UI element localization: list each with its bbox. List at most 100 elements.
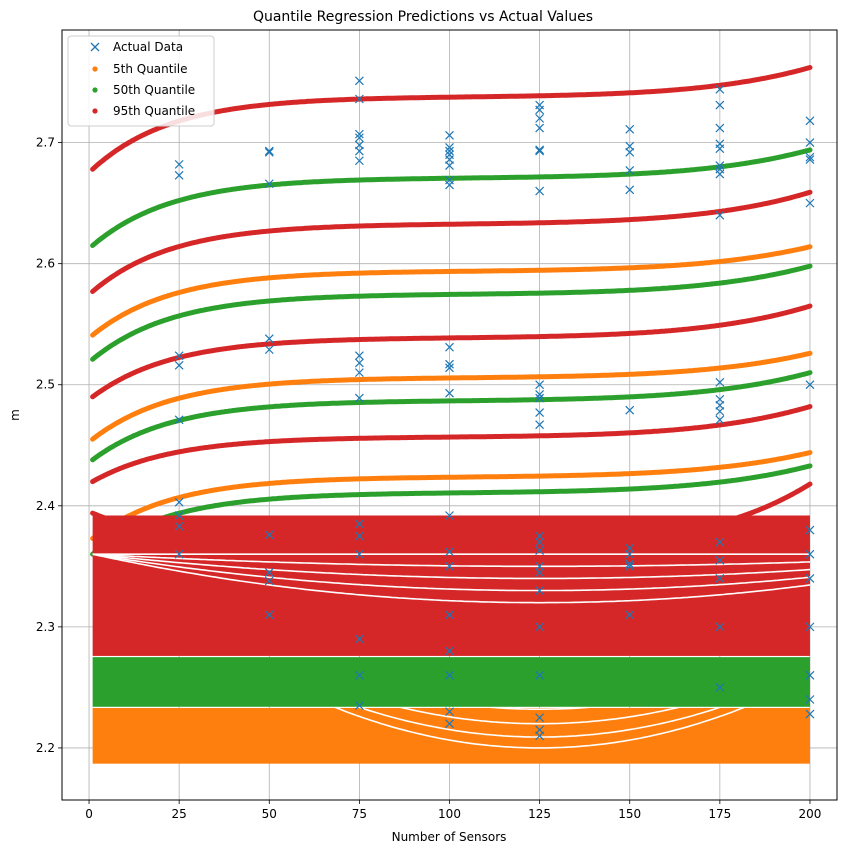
bowl-curve [92,553,811,580]
x-tick-label: 100 [438,807,461,821]
q95-band [90,404,813,485]
actual-data-point [174,170,184,180]
actual-data-point [535,586,545,595]
actual-data-point [174,360,184,370]
quantile-curve [90,481,813,550]
q50-band [90,370,813,463]
q05-band [90,244,813,338]
actual-data-point [805,622,815,632]
actual-data-point [535,113,545,123]
actual-data-point [445,342,454,352]
actual-data-point [354,76,364,86]
actual-data-point [715,682,725,692]
actual-data-point [805,198,815,208]
x-tick-label: 200 [799,807,822,821]
actual-data-point [805,152,815,162]
chart-title: Quantile Regression Predictions vs Actua… [253,9,593,25]
actual-data-point [354,519,364,529]
actual-data-point [715,144,725,154]
actual-data-point [805,695,815,704]
actual-data-point [535,146,545,156]
actual-data-point [445,359,454,369]
legend-label: 5th Quantile [113,62,188,76]
actual-data-point [715,537,725,547]
dense-prediction-region [92,657,810,707]
actual-data-point [354,549,364,559]
actual-data-point [354,133,364,143]
actual-data-point [715,555,725,565]
actual-data-point [535,567,545,577]
quantile-curve [90,244,813,338]
actual-data-point [445,511,454,520]
q50-band [90,263,813,362]
actual-data-point [354,531,364,541]
y-axis-label: m [8,409,22,421]
actual-data-point [715,123,725,133]
actual-data-point [264,610,274,620]
legend-marker-dot-icon [92,108,98,114]
legend-label: 50th Quantile [113,83,195,97]
q05-band [90,450,813,541]
actual-data-point [354,351,364,361]
legend-marker-dot-icon [92,66,98,72]
actual-data-point [264,334,274,344]
actual-data-point [715,574,725,583]
actual-data-point [535,105,545,115]
actual-data-point [445,547,454,557]
x-tick-label: 175 [708,807,731,821]
legend-box [67,35,215,127]
actual-data-point [445,143,454,152]
actual-data-point [354,634,364,644]
actual-data-point [535,186,545,196]
quantile-curve [90,450,813,541]
actual-data-point [535,713,545,723]
actual-data-point [264,179,274,189]
actual-data-point [445,363,454,373]
actual-data-point [625,559,635,569]
x-axis-ticks: 0 25 50 75 100 125 150 175 200 [85,800,821,821]
actual-data-point [354,368,364,378]
quantile-curve [90,263,813,362]
actual-data-point [715,210,725,220]
actual-data-point [805,380,815,390]
actual-data-point [445,561,454,571]
actual-data-point [535,537,545,547]
actual-data-point [715,415,725,425]
actual-data-point [535,731,545,741]
y-tick-label: 2.3 [36,620,55,634]
actual-data-point [264,530,274,540]
actual-data-point [715,622,725,632]
actual-data-point [625,549,635,559]
actual-data-point [354,156,364,166]
x-axis-label: Number of Sensors [392,830,507,844]
actual-data-point [535,670,545,680]
actual-data-point [535,389,545,399]
q95-band [90,303,813,400]
actual-data-point [715,169,725,179]
actual-data-point [354,146,364,156]
x-tick-label: 75 [352,807,367,821]
actual-data-point [805,549,815,559]
x-tick-label: 150 [618,807,641,821]
quantile-curve [90,404,813,485]
actual-data-point [354,94,364,104]
actual-data-point [445,161,454,171]
actual-data-point [354,701,364,710]
actual-data-point [625,610,635,620]
actual-data-point [445,719,454,729]
legend-marker-dot-icon [92,87,98,93]
y-tick-label: 2.4 [36,499,55,513]
actual-data-point [625,147,635,157]
bowl-curve [92,553,811,604]
actual-data-point [174,549,184,559]
actual-data-point [805,574,815,583]
bowl-curve [92,553,811,568]
actual-data-point [445,388,454,398]
actual-data-point [805,525,815,535]
actual-data-point [354,393,364,403]
quantile-curve [90,350,813,442]
y-axis-ticks: 2.2 2.3 2.4 2.5 2.6 2.7 [36,136,62,755]
y-tick-label: 2.6 [36,257,55,271]
actual-data-point [445,610,454,620]
